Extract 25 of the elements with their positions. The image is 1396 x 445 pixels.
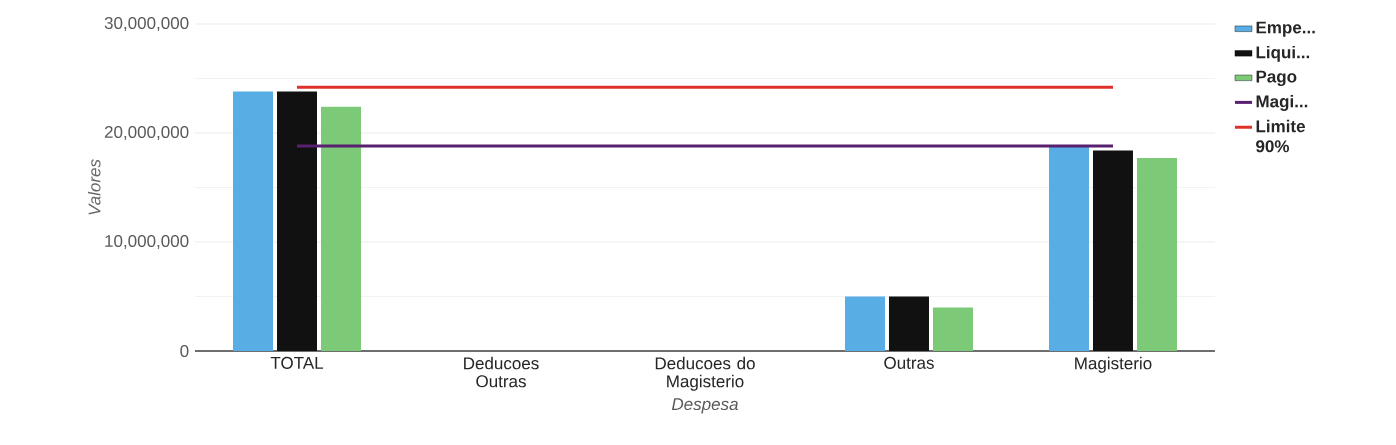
- bar: [277, 91, 317, 351]
- legend-label: Magi...: [1256, 94, 1308, 111]
- bar: [932, 307, 973, 351]
- x-tick-label: Deducoes Outras: [464, 356, 539, 388]
- legend-label: Empe...: [1256, 21, 1315, 37]
- legend-label: Liqui...: [1256, 45, 1310, 62]
- x-tick-label: Deducoes do Magisterio: [655, 356, 755, 391]
- x-axis-title: Despesa: [671, 398, 738, 414]
- legend-label: Pago: [1256, 70, 1297, 87]
- bar: [888, 296, 929, 351]
- x-tick-label: Outras: [884, 356, 934, 369]
- bar: [1136, 158, 1177, 351]
- bar: [1092, 150, 1133, 351]
- bar: [233, 91, 273, 351]
- y-axis-title: Valores: [88, 159, 101, 215]
- y-tick-label: 20,000,000: [104, 125, 189, 141]
- x-tick-label: TOTAL: [270, 356, 324, 369]
- y-tick-label: 30,000,000: [104, 16, 189, 32]
- y-tick-label: 0: [180, 344, 189, 358]
- bar: [1048, 146, 1089, 351]
- bar: [321, 106, 361, 351]
- legend-label: Limite 90%: [1256, 119, 1305, 153]
- x-tick-label: Magisterio: [1075, 356, 1152, 373]
- bar: [844, 296, 885, 351]
- y-tick-label: 10,000,000: [105, 234, 189, 250]
